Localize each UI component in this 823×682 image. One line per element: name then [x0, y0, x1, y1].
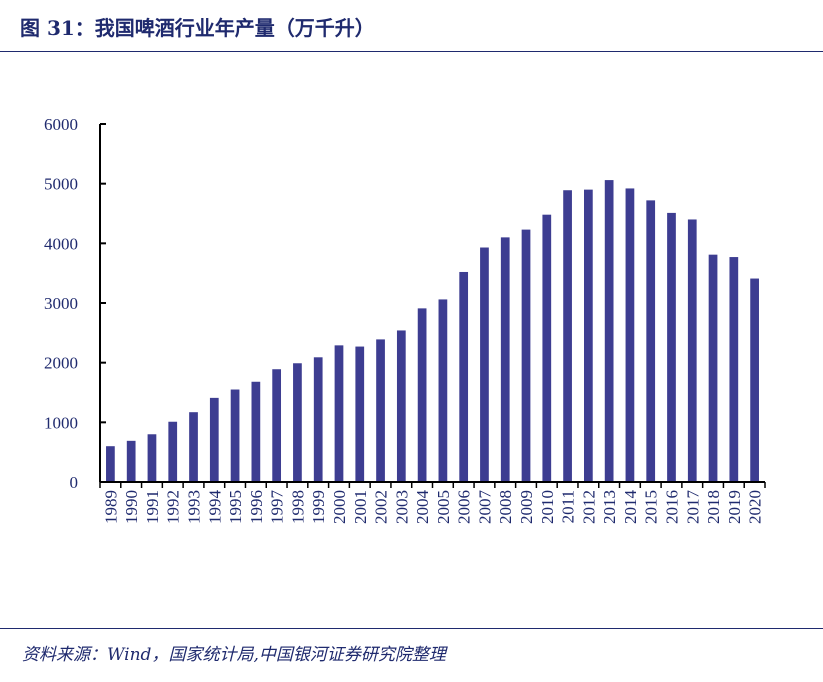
- x-tick-label-1996: 1996: [247, 490, 266, 524]
- bar-2019: [729, 257, 739, 482]
- x-tick-label-1994: 1994: [205, 490, 224, 525]
- x-tick-label-1990: 1990: [122, 490, 141, 524]
- x-tick-label-2009: 2009: [517, 490, 536, 524]
- y-tick-label: 2000: [44, 354, 78, 373]
- x-tick-label-2014: 2014: [621, 490, 640, 525]
- x-tick-label-2003: 2003: [392, 490, 411, 524]
- bar-1997: [272, 369, 282, 482]
- y-tick-label: 5000: [44, 175, 78, 194]
- x-tick-label-2020: 2020: [746, 490, 765, 524]
- bar-2007: [480, 247, 489, 482]
- bar-2014: [625, 188, 635, 482]
- y-tick-label: 6000: [44, 115, 78, 134]
- bar-1992: [168, 421, 178, 482]
- bar-2005: [438, 299, 448, 482]
- bar-1991: [147, 434, 157, 482]
- x-tick-label-2008: 2008: [496, 490, 515, 524]
- source-note: 资料来源：Wind，国家统计局,中国银河证券研究院整理: [22, 645, 446, 665]
- bar-2008: [500, 237, 510, 482]
- x-axis-ticks: 1989 1990 1991 1992 1993 1994 1995 1996 1997 1998…: [99, 482, 766, 525]
- x-tick-label-2004: 2004: [413, 490, 432, 525]
- x-tick-label-2019: 2019: [725, 490, 744, 524]
- x-tick-label-2007: 2007: [475, 490, 494, 525]
- bar-2012: [584, 189, 593, 482]
- bar-2002: [376, 339, 385, 482]
- x-tick-label-1992: 1992: [164, 490, 183, 524]
- bar-2018: [708, 254, 718, 482]
- bar-2011: [563, 190, 572, 483]
- bar-2009: [521, 229, 531, 482]
- figure-title: 图 31：我国啤酒行业年产量（万千升）: [20, 16, 375, 40]
- bar-1996: [251, 381, 261, 482]
- x-tick-label-2005: 2005: [434, 490, 453, 524]
- bar-2001: [355, 346, 365, 482]
- title-divider: [0, 51, 823, 52]
- axes-group: [99, 124, 765, 483]
- x-tick-label-2012: 2012: [579, 490, 598, 524]
- x-tick-label-2015: 2015: [642, 490, 661, 524]
- x-tick-label-1998: 1998: [288, 490, 307, 524]
- x-tick-label-2001: 2001: [351, 490, 370, 524]
- x-tick-label-1993: 1993: [185, 490, 204, 524]
- bar-2003: [396, 330, 406, 482]
- bar-1990: [126, 440, 136, 482]
- x-tick-label-2006: 2006: [455, 490, 474, 524]
- bar-2000: [334, 345, 344, 482]
- bar-1994: [209, 397, 219, 482]
- x-tick-label-1997: 1997: [268, 490, 287, 525]
- bar-1998: [293, 363, 302, 482]
- x-tick-label-1995: 1995: [226, 490, 245, 524]
- bar-2013: [604, 180, 614, 482]
- x-tick-label-2000: 2000: [330, 490, 349, 524]
- bar-1999: [313, 357, 323, 482]
- bars-group: [106, 180, 759, 483]
- bar-2010: [542, 214, 552, 482]
- x-tick-label-2016: 2016: [662, 490, 681, 524]
- bar-2020: [750, 278, 759, 482]
- bar-2017: [687, 219, 697, 482]
- bar-2015: [646, 200, 656, 482]
- y-tick-label: 0: [70, 473, 79, 492]
- x-tick-label-1989: 1989: [101, 490, 120, 524]
- source-divider: [0, 628, 823, 629]
- y-tick-label: 3000: [44, 294, 78, 313]
- bar-2006: [459, 271, 469, 482]
- x-tick-label-2013: 2013: [600, 490, 619, 524]
- bar-2004: [417, 308, 427, 482]
- bar-1989: [106, 446, 115, 482]
- x-tick-label-1999: 1999: [309, 490, 328, 524]
- bar-2016: [667, 212, 676, 482]
- y-tick-label: 4000: [44, 234, 78, 253]
- bar-1995: [230, 389, 240, 482]
- bar-1993: [189, 412, 198, 482]
- y-tick-label: 1000: [44, 413, 78, 432]
- y-axis-ticks: 0 1000 2000 3000 4000 5000 6000: [44, 115, 106, 492]
- x-tick-label-2011: 2011: [559, 490, 578, 523]
- x-tick-label-1991: 1991: [143, 490, 162, 524]
- x-tick-label-2002: 2002: [372, 490, 391, 524]
- x-tick-label-2017: 2017: [683, 490, 702, 525]
- x-tick-label-2018: 2018: [704, 490, 723, 524]
- x-tick-label-2010: 2010: [538, 490, 557, 524]
